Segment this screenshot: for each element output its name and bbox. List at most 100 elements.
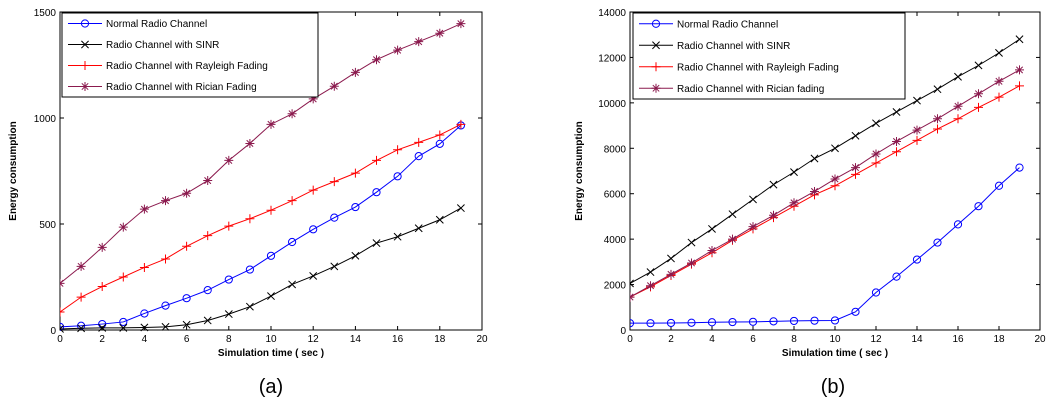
- data-point: [245, 138, 255, 148]
- series-4: [60, 19, 466, 288]
- data-point: [309, 225, 318, 234]
- data-point: [830, 316, 840, 325]
- data-point: [60, 324, 64, 333]
- data-point: [933, 238, 942, 247]
- data-point: [748, 317, 758, 326]
- y-axis-label: Energy consumption: [8, 121, 19, 220]
- series-line: [630, 69, 1020, 298]
- data-point: [182, 241, 192, 251]
- data-point: [309, 271, 318, 280]
- data-point: [245, 214, 255, 224]
- x-tick-label: 20: [1034, 334, 1046, 345]
- data-point: [139, 204, 149, 214]
- x-tick-label: 18: [434, 334, 446, 345]
- data-point: [245, 302, 254, 311]
- data-point: [646, 268, 655, 277]
- x-tick-label: 4: [142, 334, 148, 345]
- series-2: [630, 35, 1024, 288]
- x-tick-label: 8: [791, 334, 797, 345]
- data-point: [76, 292, 86, 302]
- data-point: [60, 278, 65, 288]
- x-tick-label: 14: [911, 334, 923, 345]
- data-point: [871, 288, 881, 297]
- legend-label: Radio Channel with Rician Fading: [106, 82, 257, 93]
- data-point: [994, 181, 1004, 190]
- data-point: [912, 135, 922, 145]
- data-point: [953, 220, 963, 229]
- data-point: [810, 186, 819, 196]
- legend-label: Radio Channel with SINR: [677, 41, 790, 52]
- data-point: [288, 280, 297, 289]
- x-tick-label: 16: [392, 334, 404, 345]
- data-point: [60, 322, 65, 331]
- data-point: [435, 139, 444, 148]
- data-point: [435, 130, 445, 140]
- data-point: [414, 37, 424, 47]
- data-point: [182, 188, 192, 198]
- data-point: [161, 254, 170, 264]
- data-point: [118, 272, 128, 282]
- data-point: [953, 114, 963, 124]
- y-tick-label: 12000: [598, 53, 626, 64]
- data-point: [892, 147, 901, 157]
- data-point: [707, 318, 717, 327]
- data-point: [666, 269, 676, 279]
- data-point: [851, 163, 860, 173]
- y-tick-label: 14000: [598, 8, 626, 19]
- data-point: [393, 232, 402, 241]
- legend-item: Radio Channel with SINR: [639, 41, 790, 52]
- data-point: [224, 310, 233, 319]
- legend-item: Radio Channel with Rician Fading: [68, 82, 257, 93]
- legend-item: Normal Radio Channel: [68, 19, 207, 30]
- data-point: [456, 204, 465, 213]
- x-tick-label: 0: [57, 334, 63, 345]
- data-point: [851, 307, 860, 316]
- data-point: [414, 224, 423, 233]
- y-tick-label: 0: [50, 326, 56, 337]
- data-point: [77, 324, 86, 333]
- data-point: [266, 205, 276, 215]
- data-point: [892, 107, 901, 116]
- legend-item: Radio Channel with SINR: [68, 40, 219, 51]
- legend-item: Normal Radio Channel: [639, 19, 778, 30]
- data-point: [974, 202, 983, 211]
- series-line: [60, 207, 462, 330]
- data-point: [912, 255, 922, 264]
- x-tick-label: 0: [627, 334, 633, 345]
- data-point: [351, 251, 360, 260]
- legend-box: [632, 12, 906, 100]
- data-point: [182, 294, 191, 303]
- data-point: [810, 316, 819, 325]
- series-2: [60, 204, 465, 333]
- data-point: [1015, 81, 1024, 91]
- legend-marker: [80, 19, 90, 28]
- y-tick-label: 1000: [34, 114, 57, 125]
- data-point: [954, 72, 962, 81]
- data-point: [892, 136, 901, 146]
- data-point: [414, 152, 423, 161]
- data-point: [435, 28, 445, 38]
- data-point: [393, 145, 403, 155]
- data-point: [372, 188, 381, 197]
- x-tick-label: 4: [709, 334, 715, 345]
- data-point: [372, 239, 381, 248]
- data-point: [203, 286, 212, 295]
- data-point: [789, 316, 799, 326]
- y-tick-label: 1500: [34, 8, 57, 19]
- data-point: [118, 222, 128, 232]
- data-point: [933, 124, 942, 134]
- data-point: [139, 262, 149, 272]
- series-line: [60, 123, 462, 313]
- x-tick-label: 10: [829, 334, 841, 345]
- data-point: [871, 158, 881, 168]
- x-tick-label: 10: [265, 334, 277, 345]
- data-point: [60, 307, 65, 317]
- chart-1: 0 2 4 6 8 10 12 14 16 18 20 0 500 1000 1500 Simulation …: [8, 8, 488, 398]
- x-tick-label: 14: [350, 334, 362, 345]
- data-point: [630, 292, 635, 302]
- data-point: [953, 101, 963, 111]
- data-point: [372, 55, 381, 65]
- data-point: [912, 125, 922, 135]
- series-line: [630, 85, 1020, 298]
